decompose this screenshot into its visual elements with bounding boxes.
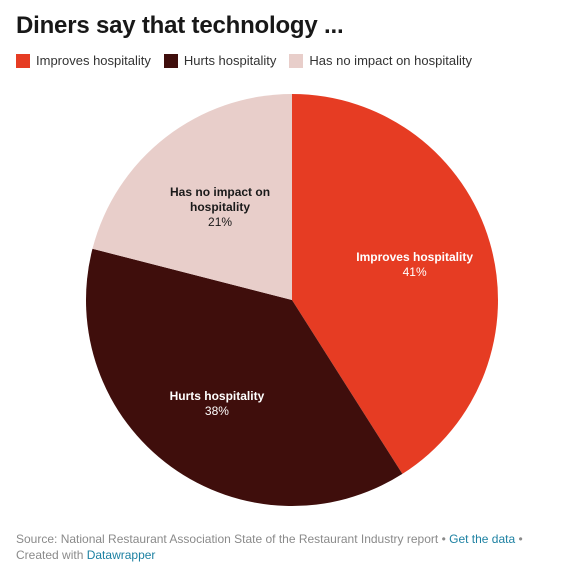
footer: Source: National Restaurant Association …	[16, 531, 546, 563]
footer-separator: •	[438, 532, 450, 546]
legend-label-no-impact: Has no impact on hospitality	[309, 53, 472, 68]
legend-swatch-improves	[16, 53, 30, 68]
pie-slice-improves	[292, 94, 498, 474]
slice-label-no-impact-value: 21%	[208, 215, 232, 229]
legend-item-improves: Improves hospitality	[16, 53, 151, 68]
slice-label-no-impact-text: Has no impact on	[170, 185, 270, 199]
legend-item-no-impact: Has no impact on hospitality	[289, 53, 472, 68]
chart-title: Diners say that technology ...	[16, 12, 344, 39]
slice-label-improves-text: Improves hospitality	[356, 250, 473, 264]
legend: Improves hospitality Hurts hospitality H…	[16, 53, 485, 68]
slice-label-hurts-text: Hurts hospitality	[170, 389, 265, 403]
slice-label-hurts-value: 38%	[205, 404, 229, 418]
created-with-text: Created with	[16, 548, 84, 562]
slice-label-no-impact-text: hospitality	[190, 200, 250, 214]
pie-slice-hurts	[85, 248, 403, 506]
legend-item-hurts: Hurts hospitality	[163, 53, 277, 68]
datawrapper-link[interactable]: Datawrapper	[86, 548, 156, 562]
legend-label-improves: Improves hospitality	[36, 53, 151, 68]
legend-swatch-no-impact	[289, 53, 304, 68]
slice-label-improves-value: 41%	[403, 265, 427, 279]
footer-separator: •	[515, 532, 523, 546]
pie-slice-no-impact	[92, 94, 293, 300]
legend-label-hurts: Hurts hospitality	[183, 53, 277, 68]
get-data-link[interactable]: Get the data	[449, 532, 516, 546]
source-text: Source: National Restaurant Association …	[16, 532, 439, 546]
legend-swatch-hurts	[163, 53, 178, 68]
